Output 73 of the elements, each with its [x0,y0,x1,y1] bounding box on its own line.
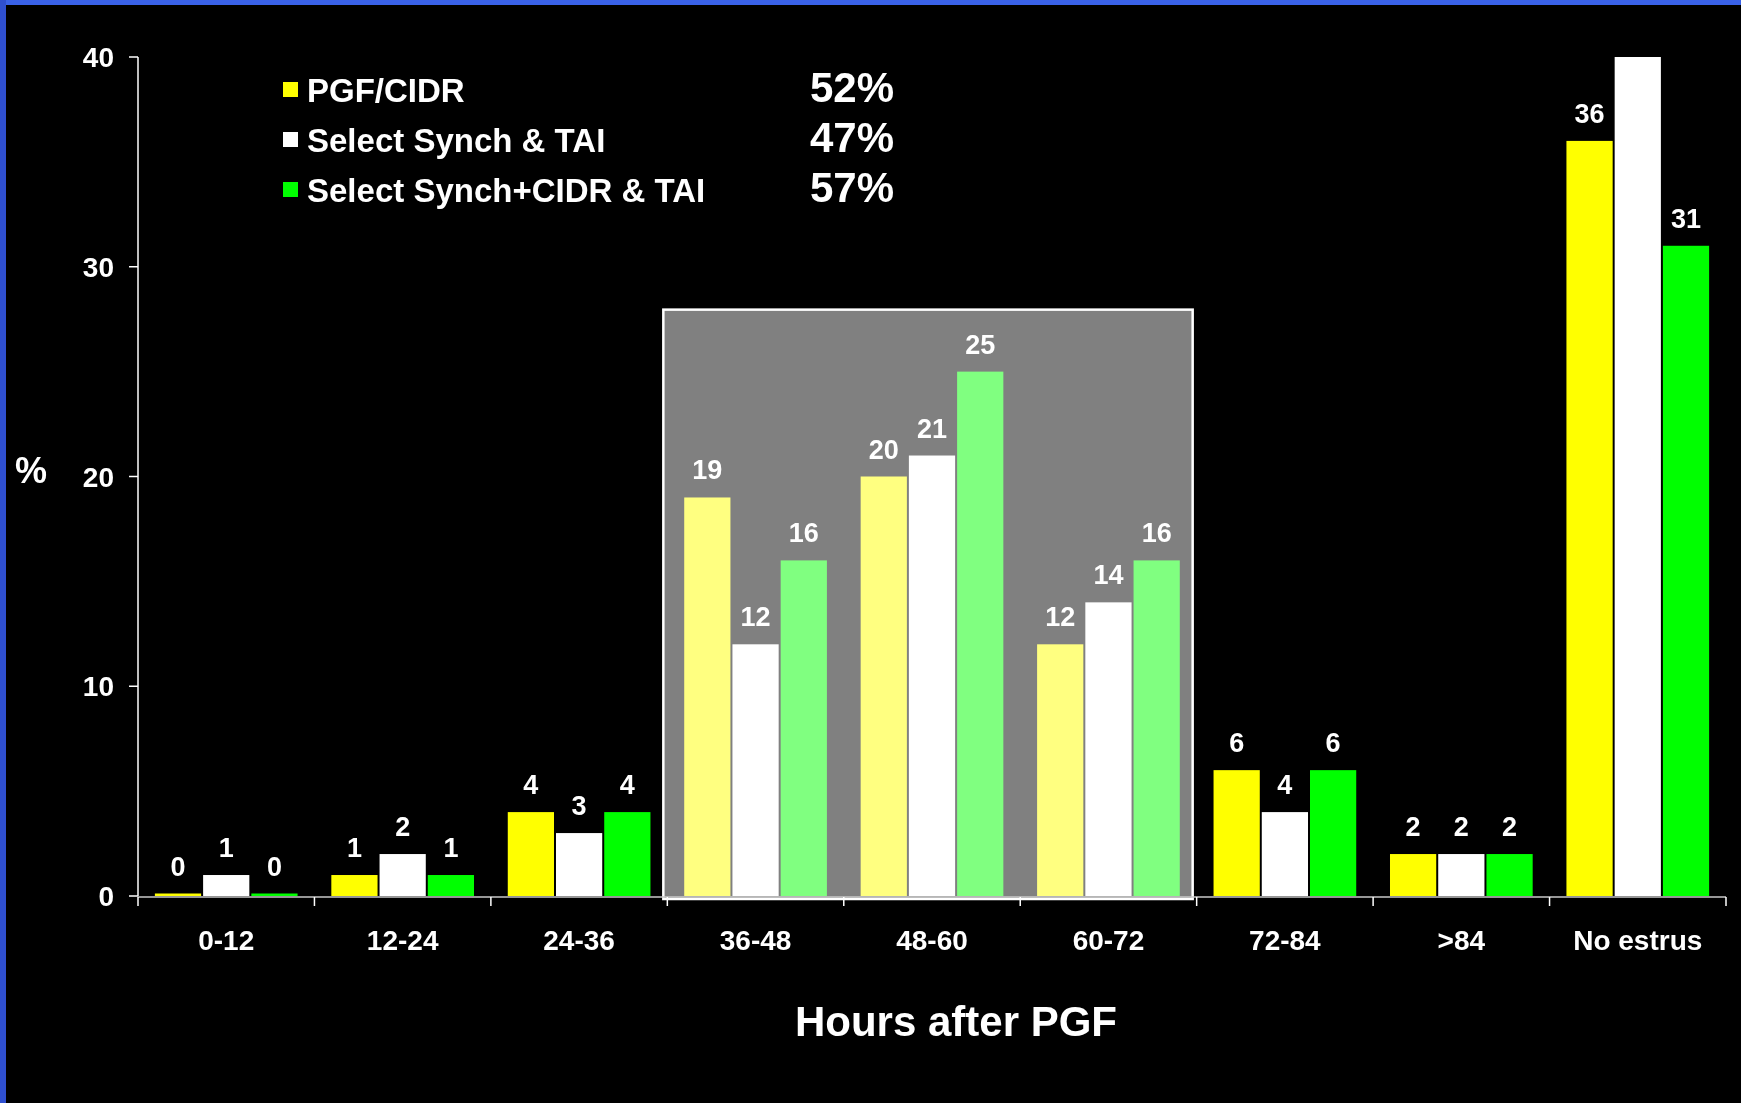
x-tick-label: 72-84 [1249,925,1322,956]
bar [331,875,378,896]
data-label: 1 [346,833,362,864]
bar [732,644,779,896]
data-label: 2 [1453,812,1469,843]
bar [427,875,475,896]
data-label: 12 [740,602,771,633]
y-axis-title: % [14,450,48,491]
data-label: 16 [788,518,819,549]
x-tick-label: 12-24 [366,925,439,956]
y-tick-label: 20 [82,461,114,493]
data-label: 4 [619,770,635,801]
data-label: 1 [443,833,459,864]
bar [1438,854,1485,896]
bar [1133,560,1180,896]
bar [1261,812,1308,896]
data-label: 2 [1405,812,1421,843]
x-axis-title: Hours after PGF [794,998,1118,1045]
data-label: 1 [218,833,234,864]
bar [1389,854,1437,896]
y-tick-label: 10 [82,671,114,703]
data-label: 25 [965,329,996,360]
bar [1085,602,1132,896]
bar [604,812,651,896]
data-label: 31 [1670,203,1702,234]
data-label: 14 [1093,560,1124,591]
data-label: 3 [571,791,587,822]
bar [957,371,1004,896]
bar [684,497,731,896]
data-label: 21 [916,413,948,444]
data-label: 36 [1574,98,1605,129]
bar [1310,770,1357,896]
data-label: 19 [692,455,723,486]
data-label: 20 [868,434,899,465]
bar [1662,245,1710,896]
bar [507,812,554,896]
x-tick-label: >84 [1437,925,1486,956]
data-label: 0 [266,851,282,882]
bar [1486,854,1533,896]
bar [556,833,603,896]
annotation: 57% [810,164,895,211]
data-label: 12 [1045,602,1076,633]
bar [780,560,827,896]
data-label: 6 [1325,728,1341,759]
y-tick-label: 0 [98,881,114,913]
annotation: 52% [810,64,895,111]
data-label: 6 [1229,728,1245,759]
x-tick-label: 36-48 [719,925,792,956]
x-tick-label: 0-12 [198,925,255,956]
y-tick-label: 30 [82,251,114,283]
x-tick-label: 48-60 [896,925,968,956]
bar [1213,770,1260,896]
bar [203,875,250,896]
data-label: 4 [523,770,539,801]
data-label: 2 [1502,812,1518,843]
data-label: 16 [1141,518,1172,549]
bar [1614,57,1661,896]
bar [379,854,426,896]
legend-label: Select Synch+CIDR & TAI [307,172,706,209]
x-tick-label: No estrus [1573,925,1703,956]
bar [1037,644,1084,896]
data-label: 2 [395,812,411,843]
x-tick-label: 24-36 [543,925,615,956]
y-tick-label: 40 [82,42,114,74]
legend-label: Select Synch & TAI [307,122,606,159]
annotation: 47% [810,114,895,161]
bar [908,455,956,896]
bar [860,476,907,896]
legend-label: PGF/CIDR [307,72,465,109]
data-label: 0 [170,851,186,882]
x-tick-label: 60-72 [1072,925,1145,956]
data-label: 4 [1277,770,1293,801]
bar [1566,140,1613,896]
